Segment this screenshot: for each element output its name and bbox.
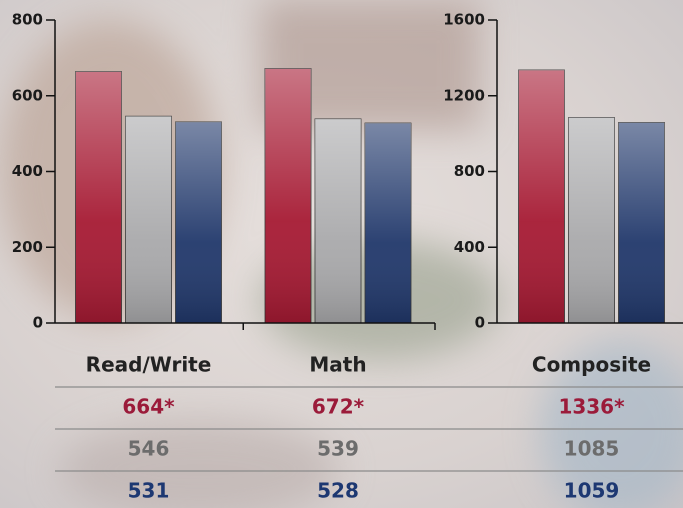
y-tick-label: 0 (33, 314, 43, 332)
y-tick-label: 400 (454, 238, 485, 256)
bar-shine (519, 70, 565, 323)
value-label: 531 (128, 479, 170, 503)
y-tick-label: 800 (454, 162, 485, 180)
y-tick-label: 0 (475, 314, 485, 332)
bar-shine (126, 116, 172, 323)
y-tick-label: 400 (12, 162, 43, 180)
value-label: 664* (122, 395, 175, 419)
x-tick-label: Composite (532, 353, 651, 377)
y-tick-label: 1600 (443, 11, 485, 29)
bar-shine (176, 122, 222, 323)
value-label: 546 (128, 437, 170, 461)
value-label: 1336* (558, 395, 625, 419)
value-label: 672* (312, 395, 365, 419)
bar-shine (619, 122, 665, 323)
x-tick-label: Read/Write (86, 353, 212, 377)
chart: 0 200 400 600 800 Read/Write 664* 546 531 Math 672… (0, 0, 683, 508)
y-tick-label: 800 (12, 11, 43, 29)
y-tick-label: 1200 (443, 86, 485, 104)
value-label: 528 (317, 479, 359, 503)
bar-shine (315, 119, 361, 323)
x-tick-label: Math (309, 353, 366, 377)
value-label: 539 (317, 437, 359, 461)
bar-shine (265, 68, 311, 323)
y-tick-label: 600 (12, 86, 43, 104)
value-label: 1085 (564, 437, 620, 461)
y-tick-label: 200 (12, 238, 43, 256)
bar-shine (76, 72, 122, 323)
bar-shine (365, 123, 411, 323)
value-label: 1059 (564, 479, 620, 503)
bar-shine (569, 118, 615, 323)
